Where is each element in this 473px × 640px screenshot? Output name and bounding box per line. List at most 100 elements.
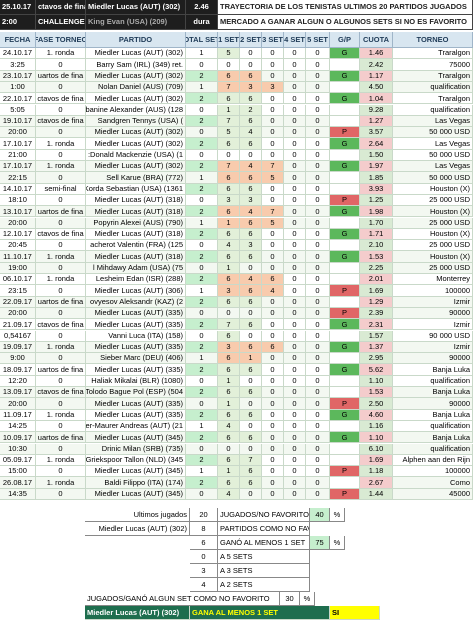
table-cell: Como	[393, 477, 473, 489]
table-cell: 5	[262, 172, 284, 184]
table-cell: 50 000 USD	[393, 149, 473, 161]
table-cell: 0	[284, 488, 306, 500]
table-cell: 24.10.17	[0, 48, 36, 60]
table-cell: Alphen aan den Rijn	[393, 454, 473, 467]
table-cell: 0	[284, 127, 306, 139]
table-cell: Miedler Lucas (AUT) (302)	[86, 138, 186, 150]
table-cell: 0	[262, 127, 284, 139]
column-header: TORNEO	[393, 32, 473, 48]
table-cell: 0	[284, 206, 306, 218]
table-cell: 0	[36, 81, 86, 94]
table-cell: Miedler Lucas (AUT) (306)	[86, 285, 186, 297]
banner-cell: ctavos de fina	[36, 0, 86, 15]
table-cell: 1	[218, 217, 240, 229]
table-cell: 0	[306, 149, 330, 161]
table-cell: 0	[262, 454, 284, 467]
table-cell: 1.70	[360, 217, 393, 229]
table-cell: 0	[306, 398, 330, 410]
table-cell: 6	[218, 432, 240, 444]
summary-cell: 0	[190, 550, 218, 564]
summary-cell: %	[330, 508, 345, 522]
table-cell: 4	[240, 274, 262, 286]
empty-cell	[330, 296, 360, 308]
table-cell: 90 000 USD	[393, 330, 473, 342]
table-cell: 0	[262, 353, 284, 365]
table-cell: 1	[186, 48, 218, 60]
empty-cell	[330, 454, 360, 467]
table-cell: 0	[218, 149, 240, 161]
table-cell: 0	[284, 138, 306, 150]
table-cell: G	[330, 251, 360, 263]
table-cell: 6	[240, 477, 262, 489]
table-cell: 0	[262, 443, 284, 455]
table-cell: 7	[240, 454, 262, 467]
table-cell: Tolodo Bague Pol (ESP) (504	[86, 387, 186, 399]
summary-cell: SI	[330, 606, 380, 620]
table-cell: Banja Luka	[393, 387, 473, 399]
table-cell: 1. ronda	[36, 454, 86, 467]
column-header: FASE TORNEO	[36, 32, 86, 48]
table-cell: 0	[218, 59, 240, 71]
column-header: FECHA	[0, 32, 36, 48]
table-cell: uartos de fina	[36, 364, 86, 376]
table-cell: 0	[36, 488, 86, 500]
table-cell: P	[330, 398, 360, 410]
table-cell: 6	[240, 296, 262, 308]
table-cell: 0	[262, 387, 284, 399]
table-cell: 90000	[393, 398, 473, 410]
table-cell: 0	[262, 70, 284, 82]
table-cell: 6	[240, 364, 262, 376]
table-cell: 0	[306, 228, 330, 241]
table-cell: 2	[186, 341, 218, 354]
table-cell: 25 000 USD	[393, 217, 473, 229]
table-cell: 1. ronda	[36, 341, 86, 354]
table-cell: 0	[284, 443, 306, 455]
table-cell: 0	[36, 59, 86, 71]
table-cell: 1	[218, 262, 240, 274]
banner-cell: 2.46	[186, 0, 218, 15]
table-cell: 6	[218, 251, 240, 263]
table-cell: 0	[306, 364, 330, 376]
empty-cell	[330, 387, 360, 399]
table-cell: 2	[186, 274, 218, 286]
table-cell: 12:20	[0, 375, 36, 387]
table-cell: 0	[306, 115, 330, 128]
table-cell: 6	[218, 409, 240, 421]
table-cell: G	[330, 206, 360, 218]
table-cell: 0	[262, 138, 284, 150]
table-cell: 90000	[393, 307, 473, 320]
table-cell: 4	[240, 161, 262, 173]
table-cell: Traralgon	[393, 93, 473, 105]
table-cell: qualification	[393, 443, 473, 455]
column-header: PARTIDO	[86, 32, 186, 48]
table-cell: 5.62	[360, 364, 393, 376]
table-cell: 12.10.17	[0, 228, 36, 241]
empty-cell	[330, 477, 360, 489]
table-cell: 6	[240, 432, 262, 444]
summary-cell: Miedler Lucas (AUT) (302)	[85, 522, 190, 536]
table-cell: 3.57	[360, 127, 393, 139]
table-cell: 20:45	[0, 240, 36, 252]
table-cell: G	[330, 93, 360, 105]
table-cell: 0	[240, 59, 262, 71]
table-cell: 3	[240, 81, 262, 94]
table-cell: 2.95	[360, 353, 393, 365]
table-cell: G	[330, 432, 360, 444]
table-cell: 13.09.17	[0, 387, 36, 399]
banner-cell: CHALLENGER	[36, 15, 86, 30]
table-cell: ctavos de fina	[36, 93, 86, 105]
table-cell: 1. ronda	[36, 161, 86, 173]
table-cell: 1.69	[360, 454, 393, 467]
table-cell: 0	[284, 262, 306, 274]
table-cell: 0	[36, 172, 86, 184]
table-cell: 3	[218, 285, 240, 297]
summary-cell: JUGADOS/NO FAVORITO	[218, 508, 310, 522]
table-cell: 0	[284, 477, 306, 489]
table-cell: Miedler Lucas (AUT) (318)	[86, 251, 186, 263]
empty-cell	[330, 274, 360, 286]
table-cell: 2	[186, 115, 218, 128]
table-cell: Popyrin Alexei (AUS) (790)	[86, 217, 186, 229]
table-cell: 7	[218, 115, 240, 128]
table-cell: 6	[218, 70, 240, 82]
table-cell: 6.10	[360, 443, 393, 455]
